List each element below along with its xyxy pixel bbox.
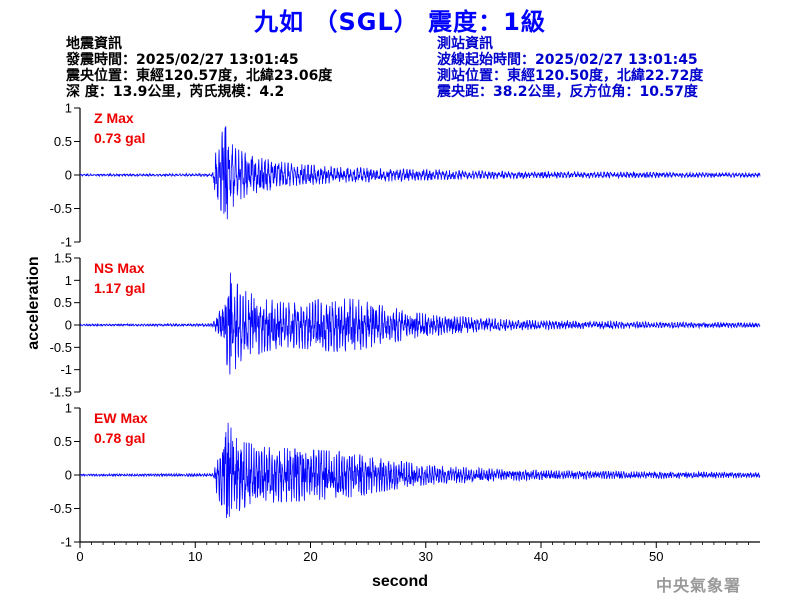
y-tick-label: -0.5 — [50, 340, 72, 355]
origin-time: 發震時間：2025/02/27 13:01:45 — [66, 52, 299, 68]
panel-label-z: Z Max — [94, 110, 134, 126]
y-tick-label: 0 — [65, 318, 72, 333]
epicenter-location: 震央位置：東經120.57度，北緯23.06度 — [66, 68, 333, 84]
waveform-ew — [80, 422, 761, 519]
earthquake-info: 地震資訊 發震時間：2025/02/27 13:01:45 震央位置：東經120… — [66, 36, 332, 100]
y-tick-label: 0 — [65, 468, 72, 483]
y-tick-label: 0.5 — [54, 434, 72, 449]
y-tick-label: -1 — [60, 362, 72, 377]
x-tick-label: 20 — [303, 549, 317, 564]
x-tick-label: 40 — [534, 549, 548, 564]
wave-start-time: 波線起始時間：2025/02/27 13:01:45 — [437, 52, 698, 68]
panel-label-ew: EW Max — [94, 410, 148, 426]
panel-label-ns: NS Max — [94, 260, 145, 276]
y-axis-label: acceleration — [25, 256, 42, 349]
panel-max-z: 0.73 gal — [94, 130, 145, 146]
y-tick-label: 1 — [65, 401, 72, 416]
panel-max-ns: 1.17 gal — [94, 280, 145, 296]
y-tick-label: 1 — [65, 101, 72, 116]
epicentral-distance: 震央距：38.2公里，反方位角：10.57度 — [437, 84, 698, 100]
x-tick-label: 10 — [188, 549, 202, 564]
x-tick-label: 0 — [76, 549, 83, 564]
agency-watermark: 中央氣象署 — [656, 576, 742, 595]
panel-max-ew: 0.78 gal — [94, 430, 145, 446]
y-tick-label: -0.5 — [50, 201, 72, 216]
y-tick-label: 0 — [65, 168, 72, 183]
x-tick-label: 30 — [419, 549, 433, 564]
waveform-ns — [79, 272, 761, 375]
page-title: 九如 （SGL） 震度：1級 — [254, 8, 546, 36]
y-tick-label: -0.5 — [50, 501, 72, 516]
earthquake-info-heading: 地震資訊 — [66, 36, 122, 52]
x-tick-label: 50 — [649, 549, 663, 564]
waveform-z — [79, 126, 761, 220]
y-tick-label: 0.5 — [54, 134, 72, 149]
station-info: 測站資訊 波線起始時間：2025/02/27 13:01:45 測站位置：東經1… — [437, 36, 703, 100]
station-info-heading: 測站資訊 — [437, 36, 493, 52]
y-tick-label: 1 — [65, 273, 72, 288]
x-axis-label: second — [372, 573, 428, 590]
y-tick-label: 0.5 — [54, 295, 72, 310]
y-tick-label: -1.5 — [50, 385, 72, 400]
station-location: 測站位置：東經120.50度，北緯22.72度 — [437, 68, 704, 84]
y-tick-label: 1.5 — [54, 251, 72, 266]
depth-magnitude: 深 度：13.9公里，芮氏規模：4.2 — [66, 84, 285, 100]
y-tick-label: -1 — [60, 235, 72, 250]
y-tick-label: -1 — [60, 535, 72, 550]
